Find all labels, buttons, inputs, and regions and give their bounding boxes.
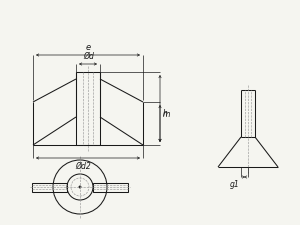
Bar — [32, 182, 67, 191]
Text: g1: g1 — [230, 180, 240, 189]
Bar — [93, 182, 128, 191]
Text: h: h — [163, 109, 168, 118]
Circle shape — [79, 186, 81, 188]
Text: Ød2: Ød2 — [75, 162, 91, 171]
Text: e: e — [85, 43, 91, 52]
Text: m: m — [163, 110, 170, 119]
Text: Ød: Ød — [84, 52, 94, 61]
